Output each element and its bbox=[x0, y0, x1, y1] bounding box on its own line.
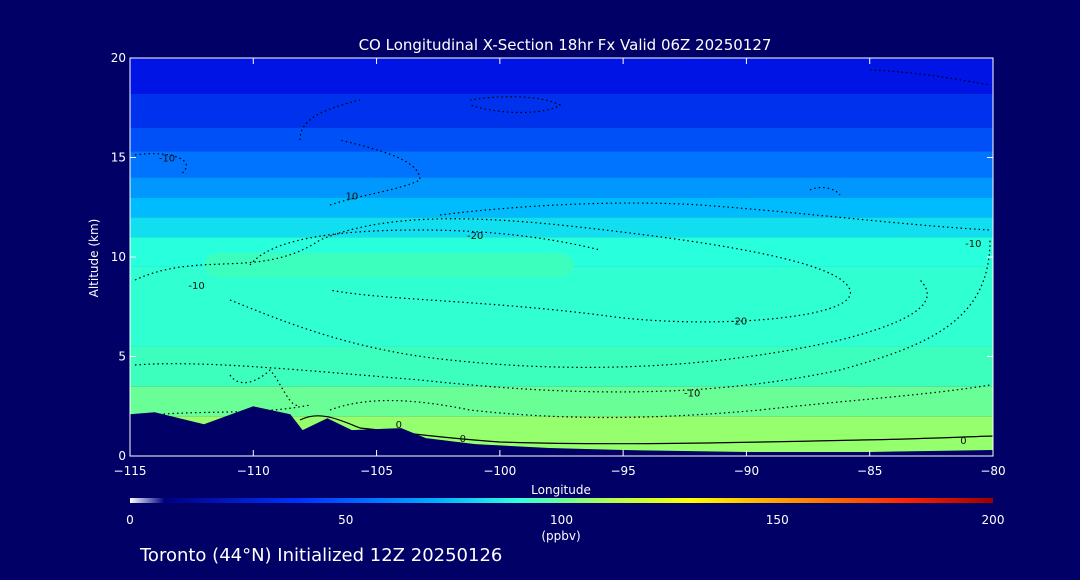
contour-label: -10 bbox=[965, 239, 981, 250]
contour-label: -10 bbox=[188, 281, 204, 292]
colorbar-tick-label: 50 bbox=[338, 513, 353, 527]
contour-label: 0 bbox=[460, 434, 466, 445]
contour-label: -10 bbox=[159, 153, 175, 164]
co-band bbox=[130, 266, 993, 347]
colorbar-unit: (ppbv) bbox=[541, 529, 580, 543]
co-band bbox=[130, 93, 993, 128]
contour-label: -20 bbox=[731, 317, 747, 328]
co-field bbox=[130, 58, 993, 456]
x-tick-label: −95 bbox=[610, 464, 635, 478]
contour-label: 0 bbox=[396, 420, 402, 431]
contour-line bbox=[149, 384, 991, 419]
contour-label: 0 bbox=[960, 436, 966, 447]
chart-title: CO Longitudinal X-Section 18hr Fx Valid … bbox=[359, 36, 772, 54]
colorbar-tick-label: 100 bbox=[550, 513, 573, 527]
contour-label: -10 bbox=[684, 388, 700, 399]
y-axis: 0 5 10 15 20 bbox=[111, 51, 993, 463]
co-band bbox=[130, 151, 993, 178]
x-tick-label: −100 bbox=[483, 464, 516, 478]
colorbar-tick-label: 200 bbox=[982, 513, 1005, 527]
contour-label: 10 bbox=[346, 191, 359, 202]
x-axis-label: Longitude bbox=[531, 483, 591, 497]
colorbar bbox=[130, 498, 993, 503]
co-band bbox=[130, 346, 993, 387]
colorbar-ticks: 0 50 100 150 200 bbox=[126, 513, 1004, 527]
co-band bbox=[130, 217, 993, 238]
init-footer: Toronto (44°N) Initialized 12Z 20250126 bbox=[139, 545, 502, 566]
co-band bbox=[130, 177, 993, 198]
co-band bbox=[130, 197, 993, 218]
colorbar-tick-label: 0 bbox=[126, 513, 134, 527]
contour-lines bbox=[134, 69, 991, 419]
contour-line bbox=[134, 96, 562, 176]
contour-line bbox=[299, 415, 993, 445]
contour-line bbox=[229, 369, 301, 406]
contour-line bbox=[809, 69, 991, 196]
zero-contour bbox=[299, 415, 993, 445]
contour-label: -20 bbox=[467, 231, 483, 242]
colorbar-tick-label: 150 bbox=[766, 513, 789, 527]
x-tick-label: −110 bbox=[237, 464, 270, 478]
x-tick-label: −105 bbox=[360, 464, 393, 478]
co-patch bbox=[203, 253, 574, 277]
contour-line bbox=[329, 139, 421, 206]
contour-labels: -10 10 -20 -10 -20 -10 0 0 0 -10 bbox=[159, 153, 982, 447]
terrain-mask bbox=[130, 406, 993, 456]
x-tick-label: −90 bbox=[734, 464, 759, 478]
co-band bbox=[130, 58, 993, 94]
y-tick-label: 10 bbox=[111, 250, 126, 264]
x-tick-label: −80 bbox=[980, 464, 1005, 478]
x-axis: −115 −110 −105 −100 −95 −90 −85 −80 bbox=[114, 58, 1006, 478]
y-axis-label: Altitude (km) bbox=[87, 219, 101, 298]
contour-line bbox=[134, 239, 991, 393]
co-band bbox=[130, 127, 993, 152]
x-tick-label: −85 bbox=[857, 464, 882, 478]
y-tick-label: 20 bbox=[111, 51, 126, 65]
y-tick-label: 0 bbox=[118, 449, 126, 463]
y-tick-label: 15 bbox=[111, 151, 126, 165]
y-tick-label: 5 bbox=[118, 350, 126, 364]
contour-line bbox=[229, 279, 928, 368]
x-tick-label: −115 bbox=[114, 464, 147, 478]
